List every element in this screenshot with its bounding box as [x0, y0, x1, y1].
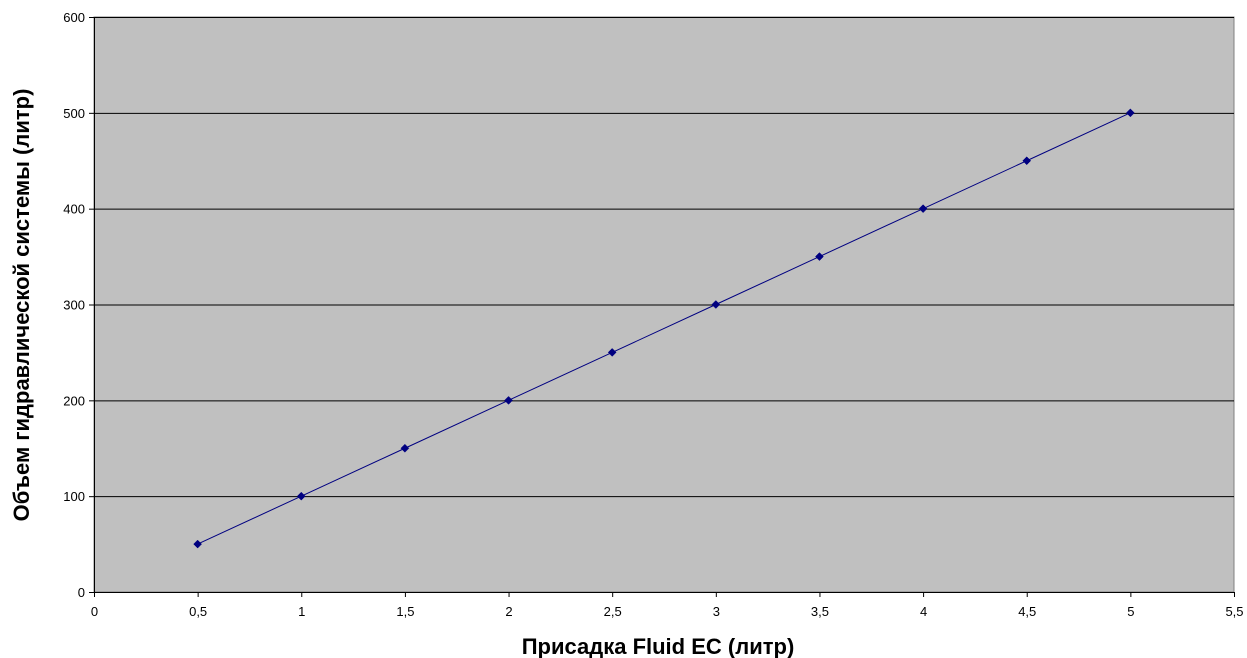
x-tick-label: 0,5 — [189, 604, 207, 619]
x-tick-label: 1 — [298, 604, 305, 619]
y-tick-label: 100 — [63, 489, 85, 504]
y-tick-label: 500 — [63, 106, 85, 121]
y-axis: 0 100 200 300 400 500 600 — [63, 10, 95, 600]
data-point — [400, 443, 410, 453]
data-point — [607, 348, 617, 357]
data-point — [504, 395, 513, 405]
gridlines — [94, 17, 1234, 498]
x-tick-label: 2,5 — [604, 604, 622, 619]
data-point — [1022, 156, 1032, 166]
x-tick-label: 0 — [91, 604, 98, 619]
x-axis: 0 0,5 1 1,5 2 2,5 3 3,5 4 4,5 5 5,5 — [91, 592, 1244, 619]
x-tick-label: 4,5 — [1018, 604, 1036, 619]
y-tick-label: 600 — [63, 10, 85, 25]
x-tick-label: 5 — [1127, 604, 1134, 619]
y-tick-label: 0 — [78, 585, 85, 600]
y-tick-label: 400 — [63, 202, 85, 217]
data-point — [193, 539, 202, 549]
data-point — [815, 252, 824, 261]
y-tick-label: 200 — [63, 393, 85, 408]
data-point — [711, 300, 721, 309]
x-tick-label: 3 — [713, 604, 720, 619]
x-tick-label: 4 — [920, 604, 927, 619]
series-layer — [193, 108, 1135, 549]
data-point — [296, 491, 306, 501]
data-point — [1126, 108, 1135, 118]
series-line — [197, 112, 1131, 545]
y-tick-label: 300 — [63, 298, 85, 313]
x-tick-label: 5,5 — [1225, 604, 1243, 619]
x-tick-label: 3,5 — [811, 604, 829, 619]
x-axis-title: Присадка Fluid EC (литр) — [522, 634, 795, 658]
y-axis-title: Объем гидравлической системы (литр) — [9, 89, 34, 522]
x-tick-label: 2 — [505, 604, 512, 619]
x-tick-label: 1,5 — [396, 604, 414, 619]
data-point — [918, 204, 928, 214]
